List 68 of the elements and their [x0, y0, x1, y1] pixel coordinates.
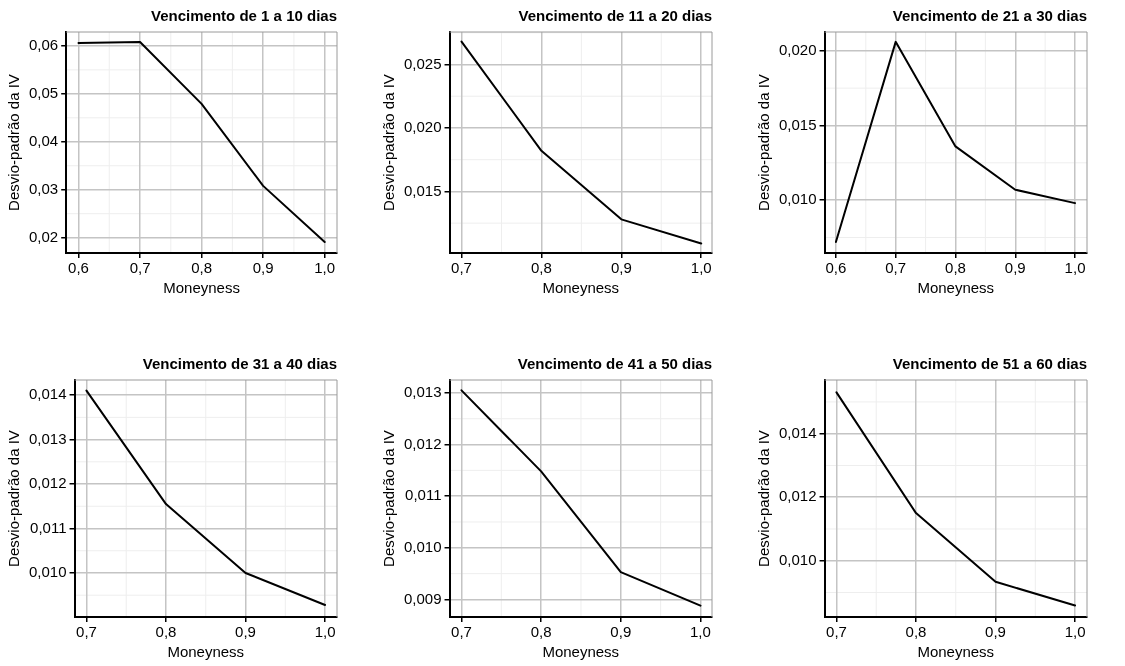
y-tick-label: 0,014: [28, 385, 67, 403]
y-tick-label: 0,020: [778, 40, 817, 58]
y-tick-label: 0,06: [28, 36, 59, 54]
x-tick-label: 0,9: [610, 623, 632, 641]
x-tick-label: 0,8: [530, 259, 552, 277]
x-tick-label: 0,7: [885, 259, 907, 277]
x-tick-label: 0,9: [235, 623, 256, 641]
y-tick-label: 0,010: [778, 190, 817, 208]
x-axis-title: Moneyness: [542, 279, 620, 297]
x-tick-label: 1,0: [1064, 259, 1086, 277]
y-tick-label: 0,013: [28, 429, 67, 447]
y-tick-label: 0,015: [403, 181, 442, 199]
x-tick-label: 0,7: [451, 259, 472, 277]
chart-title: Vencimento de 11 a 20 dias: [518, 7, 712, 25]
x-tick-label: 1,0: [690, 259, 712, 277]
x-tick-label: 0,8: [905, 623, 927, 641]
y-tick-label: 0,010: [778, 550, 817, 568]
x-tick-label: 0,8: [945, 259, 966, 277]
y-axis-title: Desvio-padrão da IV: [380, 74, 398, 211]
chart-title: Vencimento de 31 a 40 dias: [142, 355, 337, 373]
x-tick-label: 1,0: [314, 259, 336, 277]
x-tick-label: 0,7: [76, 623, 97, 641]
x-tick-label: 0,9: [985, 623, 1006, 641]
x-tick-label: 0,9: [610, 259, 632, 277]
x-tick-label: 0,7: [451, 623, 472, 641]
x-axis-title: Moneyness: [917, 279, 995, 297]
x-tick-label: 0,7: [129, 259, 151, 277]
y-tick-label: 0,014: [778, 423, 817, 441]
x-axis-title: Moneyness: [542, 643, 620, 661]
x-tick-label: 0,7: [826, 623, 847, 641]
x-axis-title: Moneyness: [163, 279, 240, 297]
y-tick-label: 0,020: [403, 118, 442, 136]
y-tick-label: 0,011: [30, 518, 67, 536]
x-axis-title: Moneyness: [917, 643, 995, 661]
x-tick-label: 1,0: [1064, 623, 1086, 641]
y-tick-label: 0,013: [403, 383, 442, 401]
y-axis-title: Desvio-padrão da IV: [380, 430, 398, 567]
x-tick-label: 0,9: [1004, 259, 1026, 277]
x-tick-label: 0,9: [252, 259, 274, 277]
x-tick-label: 0,6: [825, 259, 847, 277]
y-tick-label: 0,04: [28, 131, 59, 149]
x-tick-label: 1,0: [690, 623, 711, 641]
chart-title: Vencimento de 51 a 60 dias: [892, 355, 1087, 373]
y-tick-label: 0,012: [403, 434, 442, 452]
y-tick-label: 0,015: [778, 115, 817, 133]
y-tick-label: 0,009: [403, 589, 442, 607]
y-tick-label: 0,012: [778, 487, 817, 505]
x-tick-label: 0,6: [68, 259, 89, 277]
chart-title: Vencimento de 21 a 30 dias: [892, 7, 1087, 25]
y-tick-label: 0,012: [28, 474, 67, 492]
x-tick-label: 0,8: [191, 259, 213, 277]
y-tick-label: 0,025: [403, 54, 442, 72]
x-tick-label: 0,8: [155, 623, 177, 641]
y-axis-title: Desvio-padrão da IV: [755, 74, 773, 211]
chart-title: Vencimento de 41 a 50 dias: [517, 355, 712, 373]
y-tick-label: 0,05: [28, 83, 59, 101]
x-axis-title: Moneyness: [167, 643, 245, 661]
y-axis-title: Desvio-padrão da IV: [5, 74, 23, 211]
y-tick-label: 0,010: [28, 563, 67, 581]
y-axis-title: Desvio-padrão da IV: [755, 430, 773, 567]
chart-title: Vencimento de 1 a 10 dias: [151, 7, 337, 25]
y-tick-label: 0,010: [403, 537, 442, 555]
y-tick-label: 0,011: [405, 486, 442, 504]
x-tick-label: 0,8: [530, 623, 552, 641]
x-tick-label: 1,0: [314, 623, 336, 641]
y-tick-label: 0,02: [28, 227, 59, 245]
y-tick-label: 0,03: [28, 179, 59, 197]
y-axis-title: Desvio-padrão da IV: [5, 430, 23, 567]
